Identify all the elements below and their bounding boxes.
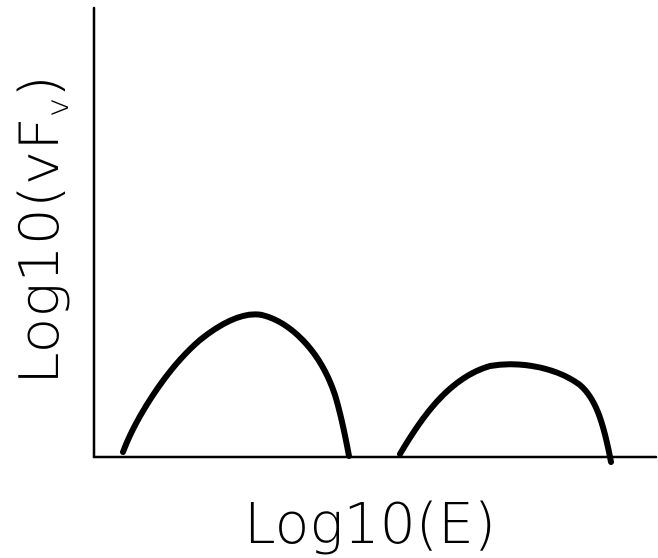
y-axis-label-subscript: v xyxy=(41,98,76,117)
y-axis-label: Log10(vFv) xyxy=(8,75,76,385)
high-energy-hump xyxy=(397,361,614,465)
y-axis-label-close: ) xyxy=(8,75,71,98)
svg-text:Log10(vFv): Log10(vFv) xyxy=(8,75,76,385)
y-axis-label-main: Log10(vF xyxy=(8,117,71,385)
x-axis-label: Log10(E) xyxy=(244,492,496,557)
low-energy-hump xyxy=(120,311,352,459)
